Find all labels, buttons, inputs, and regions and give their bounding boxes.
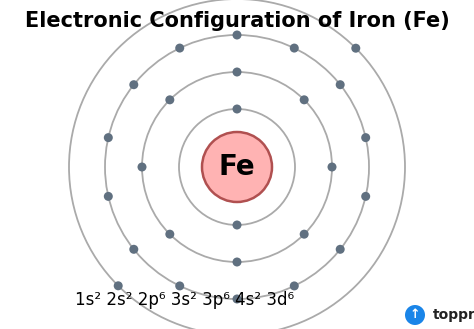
Circle shape: [129, 245, 138, 254]
Text: 1s² 2s² 2p⁶ 3s² 3p⁶ 4s² 3d⁶: 1s² 2s² 2p⁶ 3s² 3p⁶ 4s² 3d⁶: [75, 291, 294, 309]
Circle shape: [114, 281, 123, 290]
Circle shape: [351, 44, 360, 53]
Circle shape: [336, 80, 345, 89]
Circle shape: [233, 294, 241, 303]
Circle shape: [175, 281, 184, 291]
Circle shape: [165, 230, 174, 239]
Circle shape: [137, 163, 146, 171]
Text: Fe: Fe: [219, 153, 255, 181]
Circle shape: [300, 230, 309, 239]
Circle shape: [233, 31, 241, 39]
Text: ↑: ↑: [410, 309, 420, 321]
Circle shape: [165, 95, 174, 104]
Circle shape: [104, 133, 113, 142]
Circle shape: [129, 80, 138, 89]
Circle shape: [202, 132, 272, 202]
Circle shape: [290, 281, 299, 291]
Circle shape: [336, 245, 345, 254]
Circle shape: [361, 133, 370, 142]
Circle shape: [300, 95, 309, 104]
Circle shape: [233, 220, 241, 230]
Circle shape: [405, 305, 425, 325]
Text: Electronic Configuration of Iron (Fe): Electronic Configuration of Iron (Fe): [25, 11, 449, 31]
Circle shape: [361, 192, 370, 201]
Circle shape: [290, 43, 299, 53]
Circle shape: [233, 258, 241, 266]
Circle shape: [233, 67, 241, 77]
Circle shape: [328, 163, 337, 171]
Text: toppr: toppr: [433, 308, 474, 322]
Circle shape: [104, 192, 113, 201]
Circle shape: [175, 43, 184, 53]
Circle shape: [233, 105, 241, 114]
